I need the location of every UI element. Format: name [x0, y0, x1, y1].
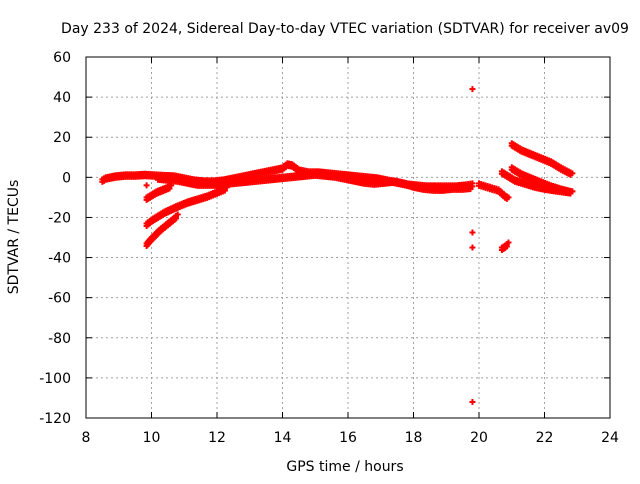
y-tick-label: -60 [48, 291, 71, 307]
grid-layer [86, 57, 610, 418]
y-axis-label: SDTVAR / TECUs [6, 180, 22, 295]
data-point [505, 239, 512, 246]
data-point [569, 170, 576, 177]
x-tick-label: 10 [143, 430, 161, 446]
y-tick-label: 20 [53, 130, 71, 146]
x-tick-label: 24 [601, 430, 619, 446]
data-point [469, 183, 476, 190]
x-tick-label: 8 [82, 430, 91, 446]
data-point [221, 187, 228, 194]
plot-frame [85, 56, 611, 419]
x-tick-label: 22 [536, 430, 554, 446]
x-tick-label: 20 [470, 430, 488, 446]
data-point [166, 185, 173, 192]
y-tick-label: -80 [48, 331, 71, 347]
data-point [505, 194, 512, 201]
data-point [469, 229, 476, 236]
y-tick-label: -100 [39, 371, 71, 387]
data-layer [99, 86, 576, 405]
data-point [168, 182, 175, 189]
y-tick-label: -20 [48, 210, 71, 226]
y-tick-label: -40 [48, 251, 71, 267]
x-axis-label: GPS time / hours [286, 459, 403, 475]
data-point [503, 243, 510, 250]
x-tick-label: 18 [405, 430, 423, 446]
data-point [143, 182, 150, 189]
x-tick-label: 14 [274, 430, 292, 446]
data-point [223, 184, 230, 191]
y-tick-label: 40 [53, 90, 71, 106]
data-point [569, 188, 576, 195]
x-tick-label: 12 [208, 430, 226, 446]
data-point [173, 215, 180, 222]
chart-title: Day 233 of 2024, Sidereal Day-to-day VTE… [61, 21, 629, 37]
data-point [469, 86, 476, 93]
labels-layer: 8 10 12 14 16 18 20 22 24 -120 -100 -80 -60 -40 -20 0 20… [39, 50, 619, 446]
y-tick-label: 0 [62, 170, 71, 186]
data-point [469, 398, 476, 405]
y-tick-label: -120 [39, 411, 71, 427]
data-point [469, 244, 476, 251]
x-tick-label: 16 [339, 430, 357, 446]
y-tick-label: 60 [53, 50, 71, 66]
data-point [174, 211, 181, 218]
